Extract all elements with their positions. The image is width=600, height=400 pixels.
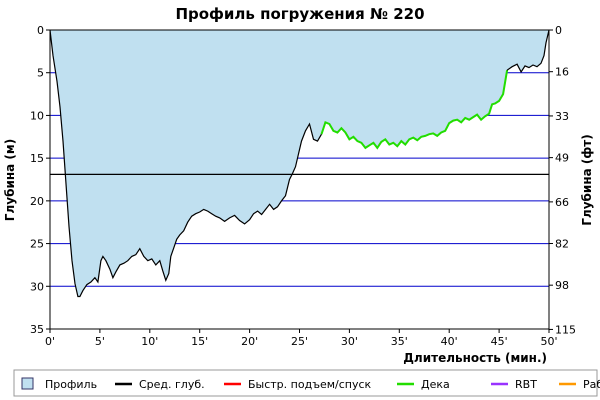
x-axis-label: Длительность (мин.): [403, 351, 547, 365]
legend-label: Быстр. подъем/спуск: [248, 378, 372, 391]
legend-label: Профиль: [45, 378, 97, 391]
x-tick-label: 50': [540, 335, 557, 348]
legend-label: Дека: [421, 378, 450, 391]
descent-profile-line: [49, 29, 323, 298]
y-left-tick-label: 25: [30, 238, 44, 251]
y-axis-left-label: Глубина (м): [3, 139, 17, 221]
x-tick-label: 0': [45, 335, 55, 348]
y-left-tick-label: 15: [30, 152, 44, 165]
deco-profile-line: [320, 70, 509, 150]
x-tick-label: 30': [341, 335, 358, 348]
y-axis-right-ticks: 0 16 33 49 66 82 98 115: [549, 24, 576, 336]
y-right-tick-label: 98: [555, 279, 569, 292]
surface-profile-line: [506, 29, 550, 74]
y-right-tick-label: 115: [555, 323, 576, 336]
y-right-tick-label: 33: [555, 110, 569, 123]
legend-label: Сред. глуб.: [139, 378, 205, 391]
y-right-tick-label: 82: [555, 237, 569, 250]
x-tick-label: 10': [141, 335, 158, 348]
chart-title: Профиль погружения № 220: [175, 5, 424, 23]
y-right-tick-label: 66: [555, 196, 569, 209]
y-axis-left-ticks: 0 5 10 15 20 25 30 35: [30, 24, 50, 336]
x-tick-label: 35': [391, 335, 408, 348]
profile-area: [50, 30, 549, 297]
y-axis-right-label: Глубина (фт): [580, 134, 594, 225]
x-tick-label: 15': [191, 335, 208, 348]
y-left-tick-label: 0: [37, 24, 44, 37]
y-right-tick-label: 16: [555, 66, 569, 79]
legend: Профиль Сред. глуб. Быстр. подъем/спуск Дек…: [13, 369, 600, 397]
legend-label: RBT: [515, 378, 537, 391]
y-left-tick-label: 30: [30, 280, 44, 293]
x-tick-label: 5': [95, 335, 105, 348]
y-right-tick-label: 49: [555, 152, 569, 165]
x-axis-ticks: 0' 5' 10' 15' 20' 25' 30' 35' 40' 45' 50': [45, 329, 558, 348]
y-right-tick-label: 0: [555, 24, 562, 37]
y-left-tick-label: 5: [37, 67, 44, 80]
legend-label: Раб.: [583, 378, 600, 391]
y-left-tick-label: 20: [30, 195, 44, 208]
x-tick-label: 25': [291, 335, 308, 348]
profile-lines: [49, 29, 550, 298]
y-left-tick-label: 35: [30, 323, 44, 336]
y-left-tick-label: 10: [30, 109, 44, 122]
profile-fill: [50, 30, 549, 297]
legend-swatch: [21, 377, 34, 390]
x-tick-label: 20': [241, 335, 258, 348]
x-tick-label: 45': [491, 335, 508, 348]
x-tick-label: 40': [441, 335, 458, 348]
